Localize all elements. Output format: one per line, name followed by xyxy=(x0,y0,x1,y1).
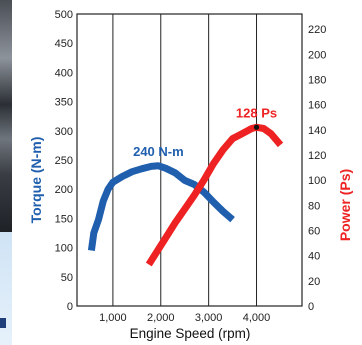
x-tick-label: 1,000 xyxy=(99,312,127,324)
x-axis-title: Engine Speed (rpm) xyxy=(130,326,251,341)
right-tick-label: 60 xyxy=(308,225,320,237)
x-tick-label: 4,000 xyxy=(243,312,271,324)
left-tick-label: 400 xyxy=(55,67,73,79)
right-tick-label: 120 xyxy=(308,150,326,162)
right-tick-label: 200 xyxy=(308,49,326,61)
left-tick-label: 350 xyxy=(55,97,73,109)
right-tick-label: 180 xyxy=(308,74,326,86)
left-tick-label: 500 xyxy=(55,9,73,21)
series-curves xyxy=(91,127,280,264)
left-tick-label: 50 xyxy=(61,272,73,284)
left-axis-tick-labels: 0 50 100 150 200 250 300 350 400 450 500 xyxy=(55,9,73,313)
right-axis-tick-labels: 0 20 40 60 80 100 120 140 160 180 200 220 xyxy=(308,24,326,313)
right-tick-label: 220 xyxy=(308,24,326,36)
right-tick-label: 20 xyxy=(308,276,320,288)
left-tick-label: 100 xyxy=(55,243,73,255)
peak-annotation: 240 N-m xyxy=(133,144,184,159)
right-tick-label: 40 xyxy=(308,251,320,263)
right-tick-label: 80 xyxy=(308,200,320,212)
left-tick-label: 250 xyxy=(55,155,73,167)
left-tick-label: 300 xyxy=(55,126,73,138)
right-axis-title: Power (Ps) xyxy=(337,169,353,241)
peak-annotation: 128 Ps xyxy=(236,105,277,120)
right-tick-label: 0 xyxy=(308,301,314,313)
x-tick-label: 3,000 xyxy=(195,312,223,324)
right-tick-label: 140 xyxy=(308,125,326,137)
left-tick-label: 200 xyxy=(55,184,73,196)
peak-marker xyxy=(254,125,259,130)
left-tick-label: 150 xyxy=(55,213,73,225)
left-axis-title: Torque (N-m) xyxy=(28,137,44,224)
left-tick-label: 450 xyxy=(55,38,73,50)
x-axis-tick-labels: 1,000 2,000 3,000 4,000 xyxy=(99,312,270,324)
vertical-gridlines xyxy=(113,14,257,306)
right-tick-label: 160 xyxy=(308,100,326,112)
plot-frame xyxy=(77,14,302,306)
left-tick-label: 0 xyxy=(67,301,73,313)
x-tick-label: 2,000 xyxy=(147,312,175,324)
right-tick-label: 100 xyxy=(308,175,326,187)
annotations: 240 N-m 128 Ps xyxy=(133,105,277,159)
